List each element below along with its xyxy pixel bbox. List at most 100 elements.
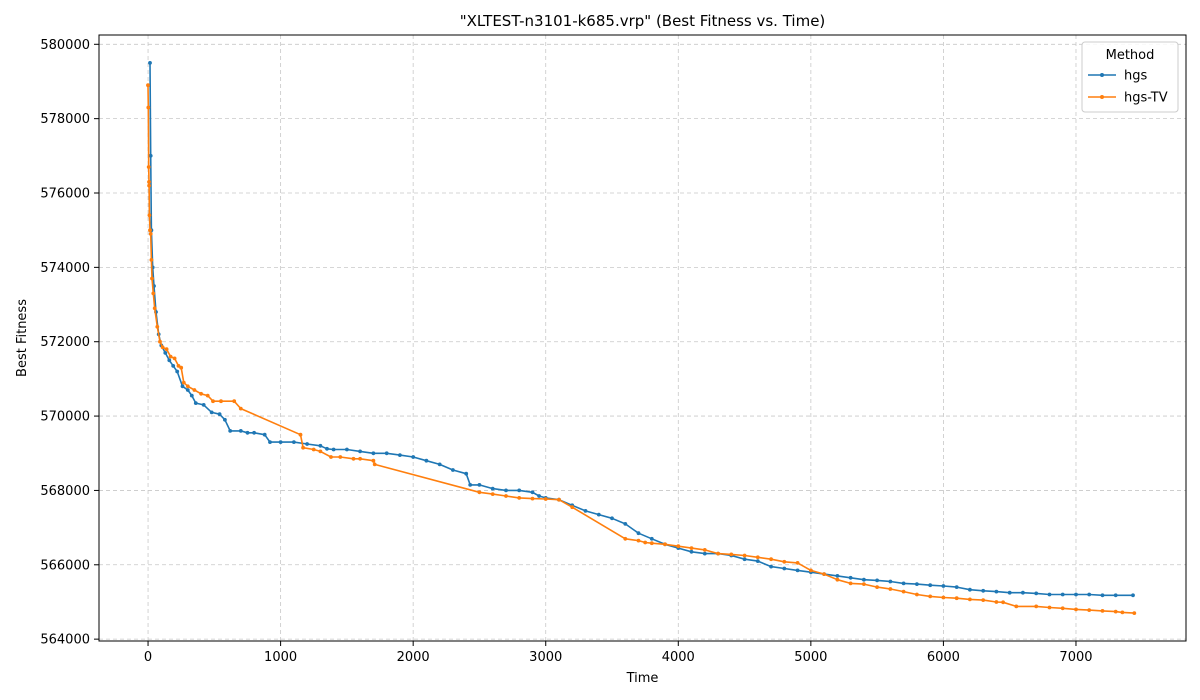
data-point	[262, 432, 267, 437]
data-point	[1074, 592, 1078, 597]
data-point	[676, 544, 681, 549]
data-point	[570, 505, 575, 510]
data-point	[530, 490, 535, 495]
data-point	[176, 364, 181, 368]
data-point	[152, 306, 157, 311]
x-axis-label: Time	[626, 671, 659, 686]
data-point	[192, 388, 197, 392]
data-point	[689, 549, 694, 554]
data-point	[146, 83, 150, 88]
data-point	[211, 399, 215, 404]
data-point	[504, 494, 508, 498]
data-point	[160, 345, 165, 350]
y-tick-label: 578000	[40, 112, 90, 127]
data-point	[702, 551, 707, 556]
data-point	[185, 384, 190, 389]
data-point	[1034, 604, 1039, 609]
legend-entry-hgs: hgs	[1088, 69, 1147, 84]
x-tick-label: 2000	[397, 650, 430, 665]
data-point	[1120, 610, 1125, 615]
data-point	[875, 578, 879, 583]
data-point	[1007, 590, 1012, 595]
data-point	[795, 561, 800, 565]
data-point	[1113, 609, 1118, 614]
x-tick-label: 7000	[1059, 650, 1092, 665]
data-point	[822, 572, 826, 576]
data-point	[180, 384, 185, 389]
data-point	[649, 536, 654, 541]
data-point	[245, 430, 250, 435]
data-point	[424, 458, 429, 463]
data-point	[148, 232, 153, 236]
legend-label: hgs-TV	[1124, 91, 1168, 106]
data-point	[228, 429, 233, 433]
plot-frame	[98, 34, 1187, 642]
data-point	[689, 546, 694, 550]
data-point	[490, 492, 495, 496]
data-point	[301, 445, 305, 450]
data-point	[371, 451, 376, 456]
data-point	[179, 365, 184, 370]
grid	[99, 35, 1186, 641]
series-line-hgs	[149, 62, 1133, 597]
data-point	[146, 105, 151, 110]
data-point	[311, 447, 316, 452]
data-point	[848, 575, 853, 580]
data-point	[175, 369, 180, 374]
data-point	[769, 557, 773, 562]
data-point	[468, 483, 473, 487]
data-point	[329, 455, 333, 459]
data-point	[517, 488, 522, 493]
data-point	[298, 432, 303, 437]
x-tick-label: 3000	[529, 650, 562, 665]
data-point	[147, 183, 152, 188]
data-point	[835, 574, 840, 578]
legend-marker	[1100, 73, 1104, 77]
data-point	[171, 364, 176, 368]
data-point	[464, 471, 469, 476]
data-point	[411, 455, 416, 459]
y-tick-label: 570000	[40, 410, 90, 425]
data-point	[1131, 593, 1135, 598]
data-point	[168, 354, 173, 359]
x-tick-label: 4000	[662, 650, 695, 665]
data-point	[163, 351, 168, 355]
data-point	[372, 462, 377, 467]
data-point	[1001, 600, 1005, 605]
data-point	[437, 462, 442, 467]
data-point	[219, 399, 223, 404]
legend: Method hgs hgs-TV	[1081, 41, 1179, 113]
data-point	[345, 447, 349, 452]
chart-title: "XLTEST-n3101-k685.vrp" (Best Fitness vs…	[460, 12, 826, 30]
x-tick-label: 1000	[264, 650, 297, 665]
series-hgs	[148, 61, 1135, 598]
data-point	[1060, 592, 1065, 597]
legend-marker	[1100, 95, 1104, 99]
x-tick-label: 6000	[927, 650, 960, 665]
data-point	[209, 410, 214, 415]
data-point	[147, 213, 152, 218]
data-point	[968, 597, 972, 602]
data-point	[530, 496, 535, 501]
data-point	[223, 417, 227, 422]
data-point	[729, 552, 734, 557]
y-tick-label: 568000	[40, 484, 90, 499]
data-point	[888, 579, 893, 584]
data-point	[1087, 608, 1092, 612]
data-point	[636, 531, 641, 536]
data-point	[769, 564, 773, 569]
series-layer	[146, 61, 1137, 615]
data-point	[358, 456, 362, 461]
y-tick-label: 574000	[40, 261, 90, 276]
data-point	[147, 180, 151, 184]
data-point	[1087, 592, 1092, 597]
data-point	[185, 388, 190, 392]
data-point	[232, 399, 237, 404]
data-point	[1034, 591, 1039, 596]
data-point	[358, 449, 362, 454]
y-tick-label: 580000	[40, 38, 90, 53]
data-point	[384, 451, 389, 456]
data-point	[928, 594, 933, 599]
data-point	[795, 568, 800, 573]
